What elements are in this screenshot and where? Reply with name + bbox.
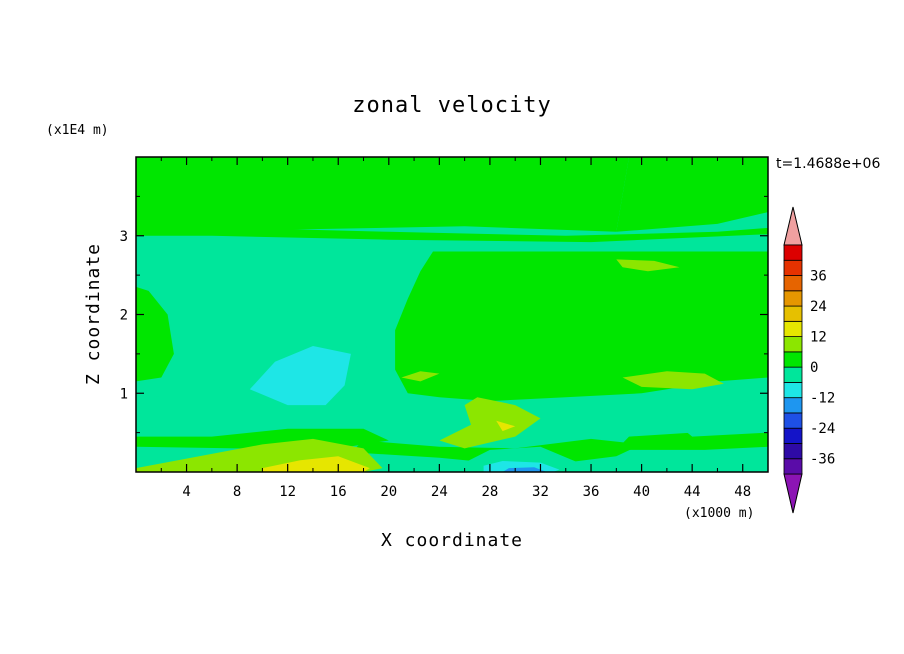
- contour-region-3: [395, 251, 768, 402]
- colorbar-swatch: [783, 320, 803, 338]
- contour-region-0: [136, 157, 629, 232]
- colorbar-tick-label: 12: [810, 330, 827, 346]
- contour-region-4: [136, 286, 174, 382]
- x-axis-label: X coordinate: [381, 530, 523, 551]
- contour-regions: [136, 157, 768, 472]
- y-tick-label: 2: [120, 308, 128, 324]
- colorbar-swatch: [783, 458, 803, 475]
- contour-region-2: [136, 223, 768, 243]
- x-tick-label: 28: [481, 484, 498, 500]
- colorbar-tick-label: -24: [810, 421, 835, 437]
- colorbar-over-arrow: [783, 206, 803, 246]
- chart-title: zonal velocity: [352, 93, 551, 118]
- colorbar-swatch: [783, 259, 803, 276]
- contour-region-21: [502, 467, 547, 472]
- colorbar-tick-label: 0: [810, 360, 818, 376]
- colorbar-tick-label: 36: [810, 269, 827, 285]
- colorbar-tick-label: 24: [810, 299, 827, 315]
- x-tick-label: 36: [583, 484, 600, 500]
- x-tick-label: 20: [380, 484, 397, 500]
- x-unit-label: (x1000 m): [684, 506, 754, 521]
- colorbar-swatch: [783, 351, 803, 368]
- contour-region-19: [249, 346, 351, 406]
- colorbar-swatch: [783, 290, 803, 307]
- y-tick-label: 1: [120, 386, 128, 402]
- colorbar-tick-label: -12: [810, 391, 835, 407]
- colorbar-swatch: [783, 397, 803, 414]
- x-tick-label: 4: [182, 484, 190, 500]
- colorbar: 36 24 12 0 -12 -24 -36: [783, 206, 835, 514]
- x-tick-label: 24: [431, 484, 448, 500]
- contour-region-10: [622, 371, 724, 390]
- contour-region-14: [496, 420, 516, 432]
- contour-region-9: [439, 397, 541, 449]
- colorbar-swatch: [783, 443, 803, 460]
- x-tick-label: 44: [684, 484, 701, 500]
- colorbar-swatch: [783, 305, 803, 322]
- colorbar-swatch: [783, 412, 803, 429]
- contour-region-12: [616, 259, 680, 272]
- colorbar-under-arrow: [783, 473, 803, 514]
- contour-plot-area: [136, 157, 768, 472]
- contour-region-18: [654, 397, 768, 437]
- contour-region-1: [616, 157, 768, 232]
- colorbar-swatch: [783, 366, 803, 383]
- x-tick-label: 8: [233, 484, 241, 500]
- colorbar-tick-label: -36: [810, 452, 835, 468]
- colorbar-swatch: [783, 244, 803, 261]
- colorbar-swatch: [783, 275, 803, 292]
- x-tick-label: 16: [330, 484, 347, 500]
- y-axis-label: Z coordinate: [83, 243, 104, 385]
- colorbar-swatch: [783, 427, 803, 444]
- colorbar-swatch: [783, 336, 803, 353]
- colorbar-swatch: [783, 381, 803, 399]
- x-tick-label: 12: [279, 484, 296, 500]
- y-unit-label: (x1E4 m): [46, 123, 109, 138]
- contour-region-13: [262, 456, 370, 472]
- x-tick-label: 32: [532, 484, 549, 500]
- y-tick-label: 3: [120, 229, 128, 245]
- contour-region-11: [401, 371, 440, 382]
- time-label: t=1.4688e+06: [776, 156, 880, 172]
- contour-region-16: [136, 393, 174, 429]
- x-tick-label: 40: [633, 484, 650, 500]
- x-tick-label: 48: [734, 484, 751, 500]
